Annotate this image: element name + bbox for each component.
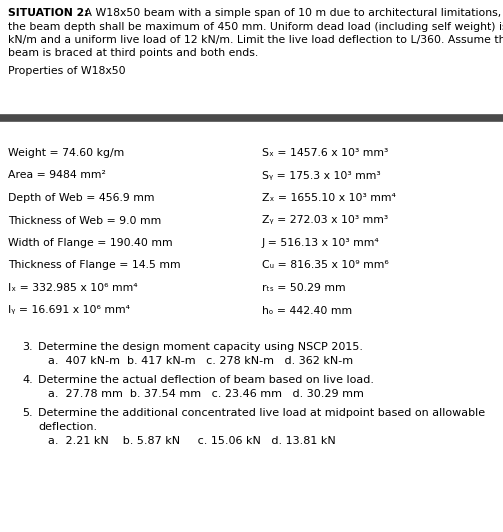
- Text: Area = 9484 mm²: Area = 9484 mm²: [8, 170, 106, 180]
- Text: the beam depth shall be maximum of 450 mm. Uniform dead load (including self wei: the beam depth shall be maximum of 450 m…: [8, 21, 503, 31]
- Text: hₒ = 442.40 mm: hₒ = 442.40 mm: [262, 305, 352, 315]
- Text: Determine the design moment capacity using NSCP 2015.: Determine the design moment capacity usi…: [38, 342, 363, 352]
- Text: 3.: 3.: [22, 342, 33, 352]
- Text: J = 516.13 x 10³ mm⁴: J = 516.13 x 10³ mm⁴: [262, 238, 380, 248]
- Text: a.  407 kN-m  b. 417 kN-m   c. 278 kN-m   d. 362 kN-m: a. 407 kN-m b. 417 kN-m c. 278 kN-m d. 3…: [48, 356, 353, 366]
- Text: 5.: 5.: [22, 408, 33, 418]
- Text: Sᵧ = 175.3 x 10³ mm³: Sᵧ = 175.3 x 10³ mm³: [262, 170, 381, 180]
- Text: Properties of W18x50: Properties of W18x50: [8, 66, 126, 76]
- Text: beam is braced at third points and both ends.: beam is braced at third points and both …: [8, 48, 258, 59]
- Text: Weight = 74.60 kg/m: Weight = 74.60 kg/m: [8, 148, 124, 158]
- Text: Cᵤ = 816.35 x 10⁹ mm⁶: Cᵤ = 816.35 x 10⁹ mm⁶: [262, 261, 389, 270]
- Text: Width of Flange = 190.40 mm: Width of Flange = 190.40 mm: [8, 238, 173, 248]
- Text: a.  2.21 kN    b. 5.87 kN     c. 15.06 kN   d. 13.81 kN: a. 2.21 kN b. 5.87 kN c. 15.06 kN d. 13.…: [48, 436, 336, 446]
- Text: Iₓ = 332.985 x 10⁶ mm⁴: Iₓ = 332.985 x 10⁶ mm⁴: [8, 283, 138, 293]
- Text: Thickness of Web = 9.0 mm: Thickness of Web = 9.0 mm: [8, 215, 161, 226]
- Text: Sₓ = 1457.6 x 10³ mm³: Sₓ = 1457.6 x 10³ mm³: [262, 148, 388, 158]
- Text: Zₓ = 1655.10 x 10³ mm⁴: Zₓ = 1655.10 x 10³ mm⁴: [262, 193, 396, 203]
- Text: Thickness of Flange = 14.5 mm: Thickness of Flange = 14.5 mm: [8, 261, 181, 270]
- Text: Determine the additional concentrated live load at midpoint based on allowable: Determine the additional concentrated li…: [38, 408, 485, 418]
- Text: rₜₛ = 50.29 mm: rₜₛ = 50.29 mm: [262, 283, 346, 293]
- Text: 4.: 4.: [22, 375, 33, 385]
- Text: Determine the actual deflection of beam based on live load.: Determine the actual deflection of beam …: [38, 375, 374, 385]
- Text: a.  27.78 mm  b. 37.54 mm   c. 23.46 mm   d. 30.29 mm: a. 27.78 mm b. 37.54 mm c. 23.46 mm d. 3…: [48, 389, 364, 399]
- Text: SITUATION 2:: SITUATION 2:: [8, 8, 89, 18]
- Text: kN/m and a uniform live load of 12 kN/m. Limit the live load deflection to L/360: kN/m and a uniform live load of 12 kN/m.…: [8, 35, 503, 45]
- Text: Zᵧ = 272.03 x 10³ mm³: Zᵧ = 272.03 x 10³ mm³: [262, 215, 388, 226]
- Text: Depth of Web = 456.9 mm: Depth of Web = 456.9 mm: [8, 193, 154, 203]
- Text: Iᵧ = 16.691 x 10⁶ mm⁴: Iᵧ = 16.691 x 10⁶ mm⁴: [8, 305, 130, 315]
- Text: A W18x50 beam with a simple span of 10 m due to architectural limitations,: A W18x50 beam with a simple span of 10 m…: [81, 8, 501, 18]
- Text: deflection.: deflection.: [38, 422, 97, 432]
